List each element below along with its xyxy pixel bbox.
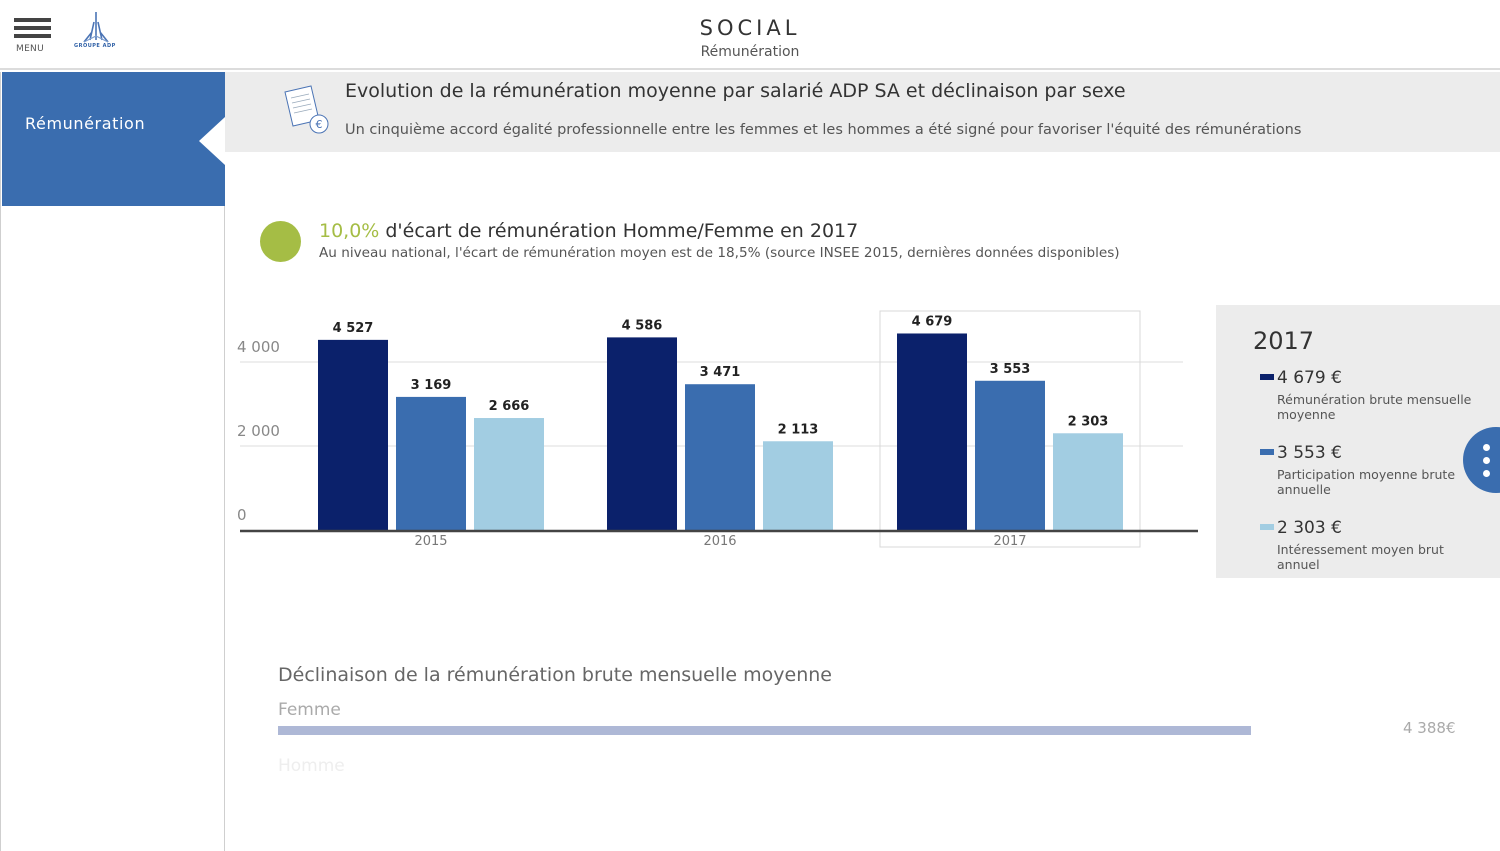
- legend-value: 3 553 €: [1277, 443, 1342, 463]
- bar: [474, 418, 544, 530]
- chart-legend-panel: 2017 4 679 € Rémunération brute mensuell…: [1216, 305, 1500, 578]
- hamburger-icon: [14, 18, 51, 22]
- declinaison-label-femme: Femme: [278, 700, 341, 720]
- menu-label: MENU: [16, 44, 44, 54]
- groupe-adp-logo-icon: [83, 12, 109, 43]
- legend-value: 4 679 €: [1277, 368, 1342, 388]
- kpi-indicator-dot: [260, 221, 301, 262]
- kpi-value: 10,0%: [319, 220, 380, 242]
- svg-text:€: €: [316, 118, 323, 131]
- legend-swatch: [1260, 374, 1274, 380]
- declinaison-bar-femme: [278, 726, 1428, 735]
- bar-chart-svg: 0 2 000 4 000 4 527 3 169 2 666 2015 4 586 3 471…: [237, 310, 1198, 549]
- document-euro-icon: €: [284, 85, 329, 134]
- declinaison-label-homme: Homme: [278, 756, 345, 776]
- legend-value: 2 303 €: [1277, 518, 1342, 538]
- logo-text: GROUPE ADP: [74, 43, 116, 49]
- bar: [1053, 433, 1123, 530]
- x-tick-label: 2016: [703, 534, 736, 549]
- legend-year: 2017: [1253, 327, 1315, 355]
- bar: [763, 441, 833, 530]
- declinaison-title: Déclinaison de la rémunération brute men…: [278, 664, 832, 686]
- intro-banner: € Evolution de la rémunération moyenne p…: [225, 72, 1500, 152]
- kpi-label: d'écart de rémunération Homme/Femme en 2…: [385, 220, 859, 242]
- legend-description: Rémunération brute mensuelle moyenne: [1277, 392, 1472, 422]
- kpi-subtext: Au niveau national, l'écart de rémunérat…: [319, 245, 1120, 261]
- more-vertical-icon: [1483, 444, 1490, 451]
- bar: [897, 333, 967, 530]
- x-tick-label: 2015: [414, 534, 447, 549]
- hamburger-icon-bar: [14, 34, 51, 38]
- declinaison-bar-fill: [278, 726, 1251, 735]
- sidebar-item-remuneration[interactable]: Rémunération: [2, 72, 225, 206]
- menu-button[interactable]: MENU: [14, 18, 54, 58]
- y-tick-label: 0: [237, 506, 247, 524]
- bar: [607, 337, 677, 530]
- bar: [396, 396, 466, 530]
- x-tick-label: 2017: [993, 534, 1026, 549]
- more-vertical-icon-dot: [1483, 470, 1490, 477]
- hamburger-icon-bar: [14, 26, 51, 30]
- bar: [685, 384, 755, 530]
- bar-value-label: 2 303: [1068, 414, 1109, 429]
- bar-value-label: 4 679: [912, 314, 953, 329]
- kpi-headline: 10,0% d'écart de rémunération Homme/Femme…: [319, 220, 858, 242]
- bar-value-label: 3 169: [411, 378, 452, 393]
- bar-value-label: 3 553: [990, 362, 1031, 377]
- legend-description: Participation moyenne brute annuelle: [1277, 467, 1456, 497]
- y-tick-label: 4 000: [237, 338, 280, 356]
- bar: [975, 380, 1045, 530]
- bar: [318, 339, 388, 530]
- more-vertical-icon-dot: [1483, 457, 1490, 464]
- bar-value-label: 4 586: [622, 318, 663, 333]
- page-subtitle: Rémunération: [700, 44, 800, 60]
- declinaison-value-femme: 4 388€: [1403, 719, 1456, 737]
- y-tick-label: 2 000: [237, 422, 280, 440]
- bar-value-label: 2 113: [778, 422, 819, 437]
- page-title: SOCIAL: [699, 16, 801, 40]
- legend-description: Intéressement moyen brut annuel: [1277, 542, 1444, 572]
- bar-value-label: 2 666: [489, 399, 530, 414]
- legend-swatch: [1260, 449, 1274, 455]
- section-description: Un cinquième accord égalité professionne…: [345, 122, 1302, 138]
- highlight-frame: [879, 310, 1141, 548]
- app-header: MENU GROUPE ADP SOCIAL Rémunération: [0, 0, 1500, 70]
- legend-swatch: [1260, 524, 1274, 530]
- sidebar: Rémunération: [0, 72, 225, 851]
- bar-value-label: 3 471: [700, 365, 741, 380]
- sidebar-item-label: Rémunération: [25, 114, 146, 133]
- section-title: Evolution de la rémunération moyenne par…: [345, 80, 1126, 102]
- bar-chart: 0 2 000 4 000 4 527 3 169 2 666 2015 4 586 3 471…: [225, 300, 1215, 560]
- bar-value-label: 4 527: [333, 321, 374, 336]
- active-indicator: [199, 117, 225, 165]
